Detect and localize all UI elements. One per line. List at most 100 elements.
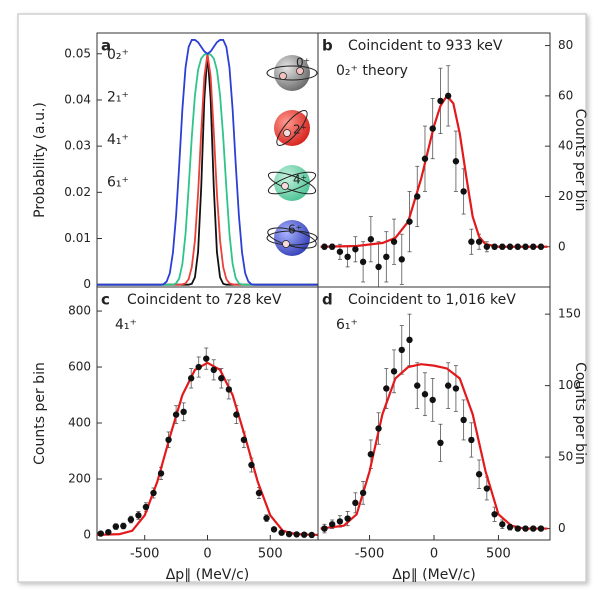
data-point (293, 531, 300, 538)
data-point (112, 523, 120, 530)
data-point (97, 530, 104, 537)
data-point (468, 436, 475, 444)
data-point (127, 516, 135, 523)
y-tick-label: 80 (558, 38, 573, 52)
icon-label: 4⁺ (293, 173, 307, 187)
data-point (475, 238, 483, 245)
data-point (359, 258, 367, 266)
data-point (240, 436, 248, 444)
x-tick-label: 0 (430, 547, 438, 562)
data-point (506, 243, 514, 250)
icon-4: 4⁺ (267, 165, 317, 201)
y-tick-label: 20 (558, 189, 573, 203)
y-tick-label: 0.02 (64, 185, 91, 199)
x-axis-label: Δp∥ (MeV/c) (392, 567, 476, 583)
data-point (522, 243, 529, 250)
legend-label: 2₁⁺ (107, 90, 129, 106)
data-point (336, 248, 344, 255)
legend-label: 4₁⁺ (107, 132, 129, 148)
y-tick-label: 800 (68, 304, 91, 318)
data-point (514, 525, 521, 532)
data-point (172, 411, 180, 418)
icon-6: 6⁺ (266, 220, 318, 256)
panel-letter: a (101, 37, 111, 55)
data-point (514, 243, 521, 250)
y-tick-label: 150 (558, 307, 581, 321)
plot-area (97, 39, 318, 286)
data-point (452, 158, 460, 165)
data-point (328, 243, 336, 250)
y-tick-label: 100 (558, 378, 581, 392)
legend-label: 6₁⁺ (107, 175, 129, 191)
data-point (506, 523, 514, 531)
data-point (375, 425, 382, 432)
data-point (255, 489, 263, 497)
panel-letter: c (101, 291, 110, 309)
data-point (300, 531, 308, 538)
panel-title: Coincident to 933 keV (348, 38, 503, 54)
data-point (120, 522, 127, 530)
data-point (321, 243, 328, 250)
y-axis-label: Counts per bin (572, 109, 588, 212)
icon-label: 0⁺ (296, 56, 310, 70)
data-point (460, 188, 467, 195)
data-point (460, 416, 467, 424)
data-point (375, 263, 382, 271)
y-axis-label: Counts per bin (32, 362, 48, 465)
data-point (383, 253, 390, 261)
data-point (398, 256, 405, 263)
data-point (406, 336, 413, 344)
icon-0: 0⁺ (266, 55, 318, 91)
theory-curve (97, 361, 318, 537)
data-point (344, 253, 351, 261)
data-point (491, 511, 498, 518)
data-point (499, 243, 506, 250)
data-point (352, 499, 359, 507)
data-point (530, 243, 537, 250)
data-point (414, 193, 421, 200)
data-point (180, 408, 187, 416)
data-point (530, 525, 537, 532)
y-tick-label: 0.03 (64, 139, 91, 153)
plot-area (320, 313, 548, 534)
data-point (537, 525, 545, 532)
data-point (421, 391, 429, 398)
data-point (210, 366, 217, 374)
data-point (195, 363, 202, 371)
icon-label: 2⁺ (293, 123, 307, 137)
data-point (278, 529, 285, 536)
theory-label: 6₁⁺ (336, 317, 358, 333)
data-point (359, 489, 367, 497)
data-point (308, 531, 315, 539)
data-point (444, 92, 452, 100)
panel: 0 20 40 60 80 b Coincident to 933 keV Counts pe… (317, 32, 588, 288)
data-point (135, 512, 142, 519)
data-point (429, 396, 436, 404)
y-tick-label: 0 (558, 239, 566, 253)
data-point (437, 439, 444, 447)
plot-area (320, 65, 548, 287)
data-point (187, 375, 195, 382)
data-point (475, 471, 483, 478)
y-tick-label: 50 (558, 450, 573, 464)
panel: 0 0.01 0.02 0.03 0.04 0.05 a Probability (a.u.)… (32, 32, 319, 291)
y-tick-label: 0 (83, 527, 91, 541)
data-point (499, 521, 506, 528)
icon-label: 6⁺ (288, 223, 302, 237)
data-point (270, 526, 278, 533)
x-tick-label: 0 (203, 547, 211, 562)
y-tick-label: 60 (558, 88, 573, 102)
x-tick-label: 500 (486, 547, 511, 562)
data-point (165, 436, 172, 444)
y-tick-label: 40 (558, 139, 573, 153)
data-point (321, 525, 328, 532)
plot-area (97, 347, 318, 539)
data-point (225, 386, 233, 393)
data-point (218, 375, 225, 382)
data-point (367, 451, 375, 458)
data-point (437, 97, 444, 105)
data-point (336, 518, 344, 525)
data-point (344, 515, 351, 522)
y-tick-label: 0 (558, 521, 566, 535)
x-tick-label: -500 (130, 547, 160, 562)
